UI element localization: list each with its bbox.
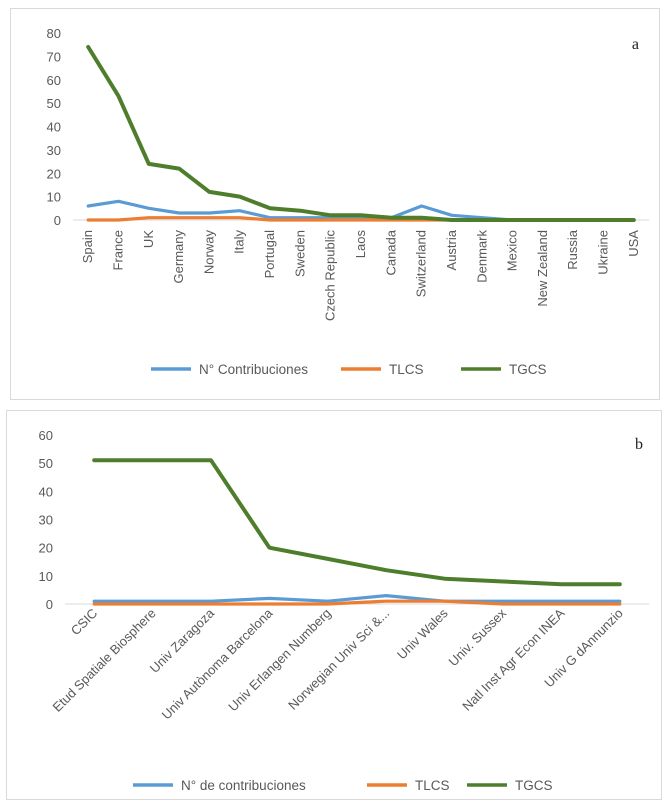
x-tick-label: Spain: [80, 230, 95, 263]
y-tick-label: 0: [54, 213, 61, 228]
y-tick-label: 50: [47, 96, 61, 111]
x-tick-label: Germany: [171, 230, 186, 284]
x-tick-label: Univ Autònoma Barcelona: [159, 605, 276, 722]
series-line-tgcs: [92, 458, 622, 587]
panel-label: b: [635, 436, 643, 453]
series-line-n-de-contribuciones: [92, 594, 622, 603]
legend-label-tgcs: TGCS: [509, 362, 547, 377]
series-line-tgcs: [86, 45, 636, 222]
y-tick-label: 60: [47, 73, 61, 88]
y-tick-label: 10: [39, 569, 53, 584]
x-tick-label: Austria: [444, 229, 459, 270]
legend-label-tlcs: TLCS: [389, 362, 424, 377]
chart-a-svg: a 0 10 20 30 40 50 60 70 80 Spain France UK Germany No…: [47, 26, 649, 377]
panel-label: a: [632, 36, 639, 53]
x-tick-label: Czech Republic: [323, 230, 338, 322]
y-tick-label: 10: [47, 190, 61, 205]
x-tick-label: CSIC: [68, 606, 101, 639]
x-tick-label: Univ Erlangen Numberg: [225, 606, 334, 715]
x-tick-label: Natl Inst Agr Econ INEA: [459, 605, 567, 713]
y-tick-label: 0: [46, 597, 53, 612]
x-tick-label: France: [110, 230, 125, 270]
x-tick-label: USA: [626, 230, 641, 257]
legend-label-tlcs: TLCS: [415, 778, 450, 793]
x-tick-label: Laos: [353, 230, 368, 259]
x-tick-label: Etud Spatiale Biosphere: [49, 606, 158, 715]
series-line-tlcs: [92, 599, 622, 606]
y-tick-label: 30: [39, 513, 53, 528]
y-tick-label: 50: [39, 456, 53, 471]
x-tick-label: Denmark: [474, 230, 489, 283]
x-tick-label: Portugal: [262, 230, 277, 279]
x-tick-label: New Zealand: [535, 230, 550, 307]
x-tick-label: Norway: [201, 230, 216, 275]
y-tick-label: 70: [47, 49, 61, 64]
y-tick-label: 40: [47, 120, 61, 135]
x-tick-label: Russia: [565, 229, 580, 270]
x-tick-label: Sweden: [292, 230, 307, 277]
x-tick-label: UK: [141, 230, 156, 248]
y-tick-label: 20: [39, 541, 53, 556]
x-tick-label: Norwegian Univ Sci &...: [285, 606, 392, 713]
x-tick-label: Univ Wales: [394, 605, 451, 662]
x-tick-label: Canada: [383, 229, 398, 275]
x-tick-label: Italy: [232, 230, 247, 254]
x-tick-label: Ukraine: [596, 230, 611, 275]
y-tick-label: 80: [47, 26, 61, 41]
y-tick-label: 60: [39, 428, 53, 443]
x-tick-label: Univ. Sussex: [446, 605, 510, 669]
x-tick-label: Switzerland: [414, 230, 429, 297]
y-tick-label: 20: [47, 166, 61, 181]
legend-label-tgcs: TGCS: [515, 778, 553, 793]
y-tick-label: 40: [39, 484, 53, 499]
legend-label-n-contribuciones: N° Contribuciones: [199, 362, 308, 377]
legend-label-n-de-contribuciones: N° de contribuciones: [181, 778, 306, 793]
y-tick-label: 30: [47, 143, 61, 158]
chart-panel-b: b 0 10 20 30 40 50 60 CSIC Etud Spatiale Biospher…: [6, 410, 662, 800]
x-tick-label: Mexico: [505, 230, 520, 271]
chart-panel-a: a 0 10 20 30 40 50 60 70 80 Spain France UK Germany No…: [10, 8, 660, 400]
